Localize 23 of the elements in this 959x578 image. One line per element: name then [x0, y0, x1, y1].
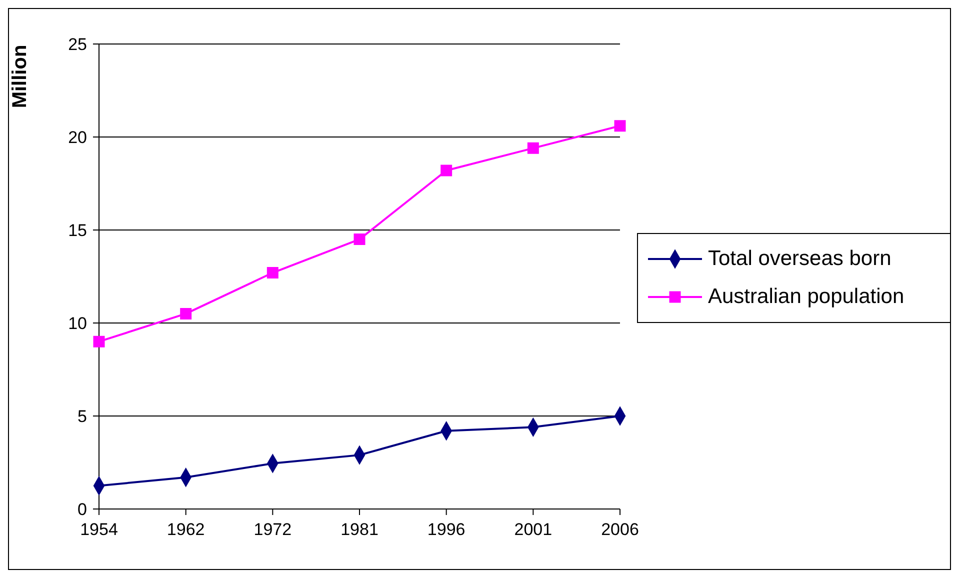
- x-tick-label: 2006: [601, 520, 639, 540]
- y-tick-label: 20: [68, 128, 87, 148]
- point: [527, 142, 539, 154]
- point: [440, 164, 452, 176]
- point: [266, 267, 278, 279]
- y-tick-label: 0: [78, 500, 87, 520]
- point: [93, 336, 105, 348]
- x-tick-label: 1972: [254, 520, 292, 540]
- point: [180, 308, 192, 320]
- legend-label: Total overseas born: [708, 247, 892, 271]
- y-axis-title: Million: [9, 44, 32, 108]
- x-tick-label: 1954: [80, 520, 118, 540]
- x-tick-label: 1962: [166, 520, 205, 540]
- x-tick-label: 1981: [340, 520, 378, 540]
- legend-label: Australian population: [708, 285, 904, 309]
- x-tick-label: 1996: [427, 520, 466, 540]
- y-tick-label: 15: [68, 221, 87, 240]
- y-tick-label: 25: [68, 35, 87, 54]
- y-tick-label: 10: [68, 314, 87, 334]
- x-tick-label: 2001: [514, 520, 552, 540]
- point: [354, 234, 366, 246]
- y-tick-label: 5: [78, 407, 87, 426]
- point: [614, 120, 626, 132]
